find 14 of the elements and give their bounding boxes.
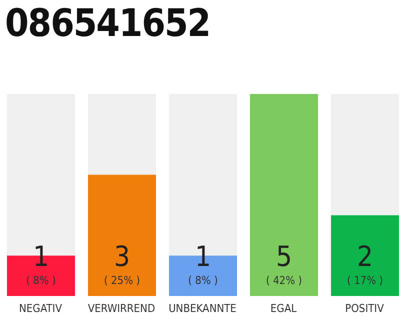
x-tick-label: NEGATIV	[19, 302, 62, 315]
x-tick-label: VERWIRREND	[88, 302, 156, 315]
x-tick-label: POSITIV	[345, 302, 384, 315]
chart-title: 086541652	[5, 0, 210, 46]
data-label: 2	[356, 240, 374, 273]
x-tick-label: EGAL	[270, 302, 298, 315]
data-label: 3	[114, 240, 130, 273]
annotation: ( 42% )	[266, 274, 302, 287]
annotation: ( 8% )	[188, 274, 218, 287]
annotation: ( 8% )	[26, 274, 56, 287]
annotation: ( 17% )	[346, 274, 384, 287]
annotation: ( 25% )	[104, 274, 140, 287]
x-tick-label: UNBEKANNTE	[168, 302, 236, 315]
data-label: 5	[276, 240, 292, 273]
